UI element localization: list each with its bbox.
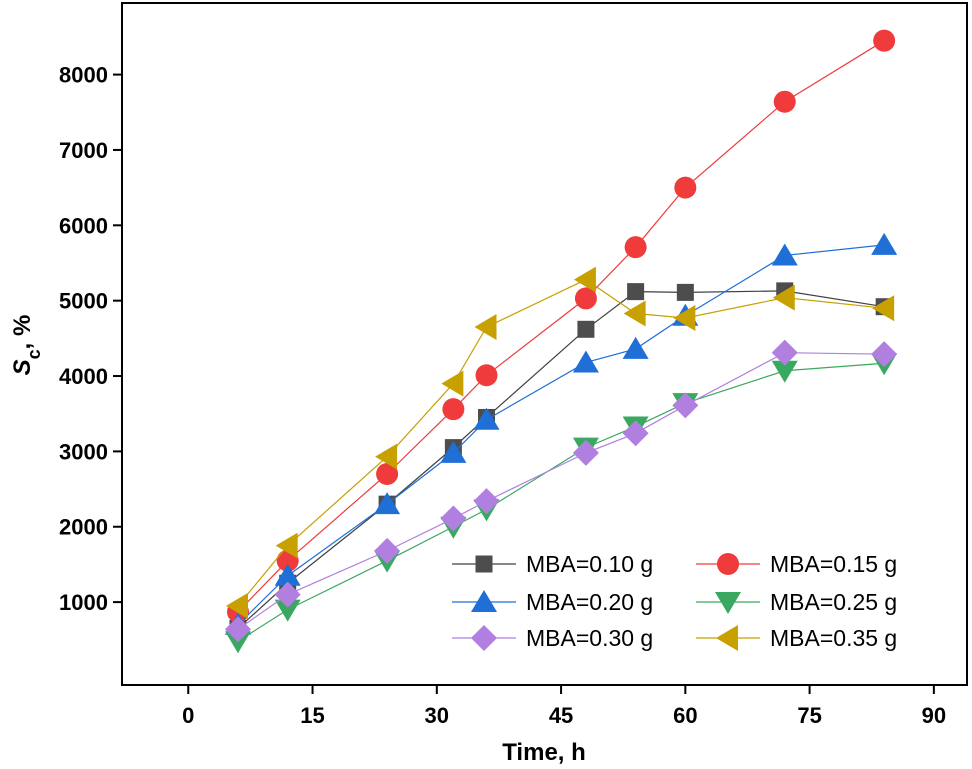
legend-label: MBA=0.25 g: [770, 589, 897, 615]
legend-entry: MBA=0.20 g: [452, 589, 653, 615]
series-layer: [224, 29, 898, 654]
data-point: [624, 236, 647, 259]
y-tick-label: 6000: [59, 213, 108, 238]
data-point: [673, 305, 696, 332]
legend-entry: MBA=0.15 g: [696, 551, 897, 577]
data-point: [873, 29, 896, 52]
data-point: [474, 314, 497, 341]
x-tick-label: 30: [425, 703, 449, 728]
data-point: [376, 462, 399, 485]
data-point: [773, 90, 796, 113]
legend-marker: [471, 625, 497, 651]
data-point: [623, 300, 646, 327]
axis-ticks: 0 15 30 45 60 75 90 1000 2000 3000 4000 5000 6000 700…: [59, 63, 946, 728]
data-point: [577, 320, 595, 338]
series-5: [224, 339, 898, 643]
legend-entry: MBA=0.35 g: [696, 625, 897, 651]
legend: MBA=0.10 g MBA=0.15 g MBA=0.20 g MBA=0.25 g…: [452, 551, 897, 651]
legend-marker: [471, 590, 497, 612]
legend-entry: MBA=0.10 g: [452, 551, 653, 577]
y-axis-title-main: S: [9, 359, 36, 375]
data-point: [674, 176, 697, 199]
y-tick-label: 1000: [59, 590, 108, 615]
series-line: [237, 352, 885, 630]
data-point: [771, 360, 798, 383]
series-line: [237, 244, 885, 626]
data-point: [275, 532, 298, 559]
y-tick-label: 3000: [59, 439, 108, 464]
legend-marker: [475, 555, 493, 573]
x-axis-title: Time, h: [502, 739, 586, 766]
data-point: [274, 563, 301, 586]
data-point: [374, 537, 401, 564]
data-point: [574, 287, 597, 310]
data-point: [224, 616, 251, 643]
legend-entry: MBA=0.30 g: [452, 625, 653, 651]
series-line: [237, 290, 885, 629]
y-axis-title-sub: c: [24, 349, 44, 359]
series-6: [225, 266, 895, 619]
data-point: [572, 350, 599, 373]
legend-entry: MBA=0.25 g: [696, 589, 897, 615]
data-point: [672, 392, 699, 419]
legend-marker: [717, 553, 739, 575]
x-tick-label: 75: [797, 703, 821, 728]
data-point: [440, 505, 467, 532]
data-point: [573, 266, 596, 293]
legend-marker: [715, 592, 741, 614]
data-point: [772, 284, 795, 311]
data-point: [622, 336, 649, 359]
series-line: [237, 362, 885, 642]
x-tick-label: 90: [922, 703, 946, 728]
data-point: [442, 398, 465, 421]
data-point: [871, 341, 898, 368]
data-point: [374, 492, 401, 515]
data-point: [676, 283, 694, 301]
data-point: [224, 631, 251, 654]
data-point: [225, 592, 248, 619]
y-tick-label: 4000: [59, 364, 108, 389]
data-point: [872, 295, 895, 322]
series-1: [229, 282, 893, 637]
data-point: [771, 339, 798, 366]
x-tick-label: 45: [549, 703, 573, 728]
y-axis-title-suffix: , %: [9, 315, 36, 350]
data-point: [441, 370, 464, 397]
data-point: [572, 439, 599, 466]
y-tick-label: 2000: [59, 515, 108, 540]
data-point: [274, 581, 301, 608]
legend-label: MBA=0.20 g: [526, 589, 653, 615]
series-2: [226, 29, 896, 623]
legend-label: MBA=0.35 g: [770, 625, 897, 651]
data-point: [475, 364, 498, 387]
plot-frame: [121, 2, 968, 686]
legend-marker: [716, 625, 738, 651]
y-tick-label: 5000: [59, 289, 108, 314]
data-point: [627, 283, 645, 301]
series-line: [237, 278, 885, 607]
data-point: [473, 407, 500, 430]
x-tick-label: 60: [673, 703, 697, 728]
data-point: [274, 599, 301, 622]
legend-label: MBA=0.30 g: [526, 625, 653, 651]
y-axis-title: Sc, %: [9, 315, 44, 376]
x-tick-label: 0: [182, 703, 194, 728]
y-tick-label: 7000: [59, 138, 108, 163]
y-tick-label: 8000: [59, 63, 108, 88]
x-tick-label: 15: [300, 703, 324, 728]
data-point: [771, 243, 798, 266]
data-point: [871, 232, 898, 255]
data-point: [622, 420, 649, 447]
data-point: [440, 440, 467, 463]
legend-label: MBA=0.15 g: [770, 551, 897, 577]
legend-label: MBA=0.10 g: [526, 551, 653, 577]
series-line: [237, 40, 885, 613]
data-point: [473, 488, 500, 515]
data-point: [375, 443, 398, 470]
